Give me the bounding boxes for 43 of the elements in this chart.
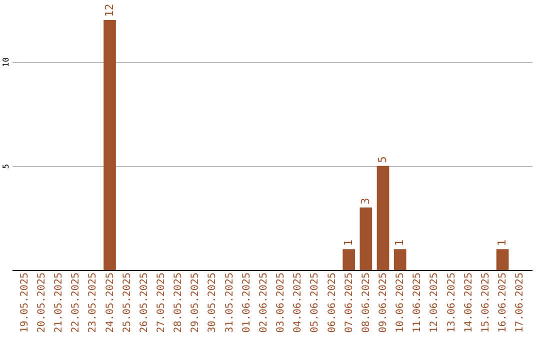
- x-tick-label: 31.05.2025: [224, 272, 236, 333]
- data-label: 12: [102, 4, 116, 17]
- bar: [394, 249, 406, 270]
- x-tick-label: 15.06.2025: [480, 272, 492, 333]
- x-tick-label: 29.05.2025: [190, 272, 202, 333]
- data-label: 3: [358, 198, 372, 204]
- x-tick-label: 22.05.2025: [70, 272, 82, 333]
- x-tick-label: 05.06.2025: [310, 272, 321, 333]
- bar: [360, 208, 372, 270]
- x-tick-label: 14.06.2025: [463, 272, 474, 333]
- bar: [496, 249, 509, 270]
- x-tick-label: 02.06.2025: [258, 272, 270, 333]
- x-tick-label: 27.05.2025: [156, 272, 167, 333]
- x-tick-label: 06.06.2025: [326, 272, 338, 333]
- x-tick-label: 09.06.2025: [378, 272, 389, 333]
- x-tick-label: 21.05.2025: [54, 272, 65, 333]
- x-tick-label: 03.06.2025: [276, 272, 287, 333]
- x-tick-label: 11.06.2025: [412, 272, 424, 333]
- data-label: 1: [496, 240, 509, 246]
- x-tick-label: 24.05.2025: [104, 272, 116, 333]
- x-tick-label: 19.05.2025: [19, 272, 30, 333]
- x-tick-label: 01.06.2025: [241, 272, 252, 333]
- x-tick-label: 07.06.2025: [344, 272, 355, 333]
- x-tick-label: 25.05.2025: [122, 272, 133, 333]
- x-tick-label: 10.06.2025: [395, 272, 406, 333]
- x-tick-label: 04.06.2025: [292, 272, 304, 333]
- x-tick-label: 08.06.2025: [360, 272, 372, 333]
- x-tick-label: 17.06.2025: [514, 272, 526, 333]
- bar: [342, 249, 356, 270]
- x-tick-label: 30.05.2025: [207, 272, 218, 333]
- data-label: 1: [342, 240, 355, 246]
- x-tick-label: 13.06.2025: [446, 272, 458, 333]
- x-tick-label: 16.06.2025: [498, 272, 509, 333]
- x-tick-label: 26.05.2025: [138, 272, 150, 333]
- x-tick-label: 23.05.2025: [88, 272, 99, 333]
- x-tick-label: 12.06.2025: [429, 272, 440, 333]
- x-tick-label: 20.05.2025: [36, 272, 48, 333]
- bar: [376, 166, 390, 270]
- bar: [104, 20, 116, 270]
- y-tick-label: 10: [2, 57, 10, 67]
- x-tick-label: 28.05.2025: [173, 272, 184, 333]
- data-label: 5: [376, 156, 389, 163]
- data-label: 1: [393, 240, 406, 246]
